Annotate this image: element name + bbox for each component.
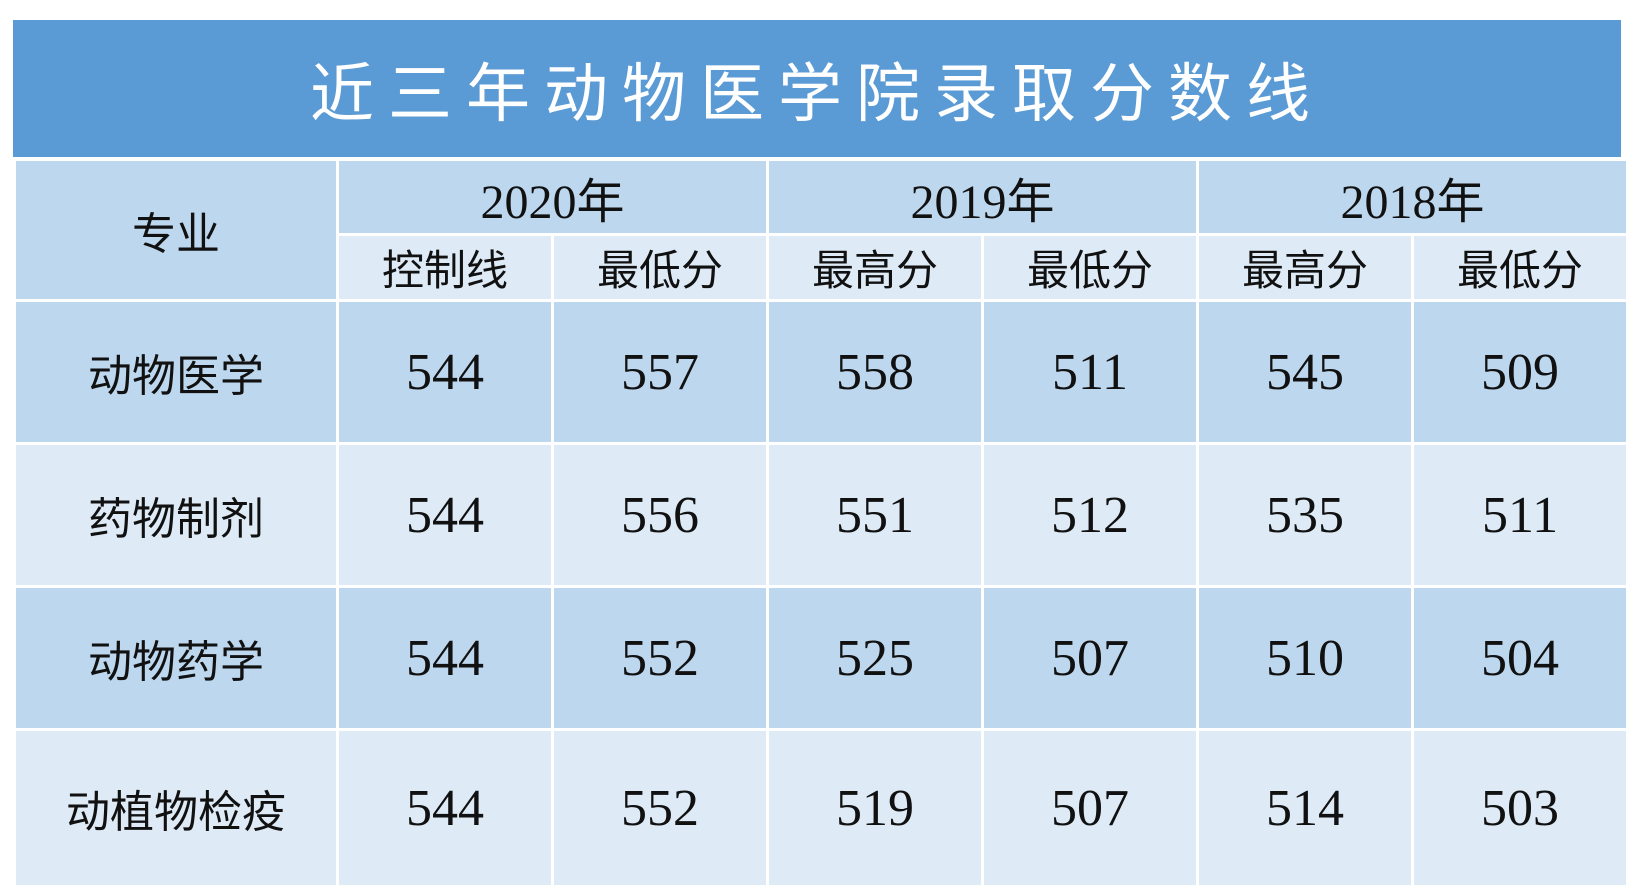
header-year-2019: 2019年 <box>769 161 1197 233</box>
score-cell: 544 <box>339 302 551 442</box>
page-title: 近三年动物医学院录取分数线 <box>310 58 1324 130</box>
score-cell: 552 <box>554 731 767 885</box>
header-min-score-2019: 最低分 <box>984 236 1197 299</box>
header-year-2018: 2018年 <box>1199 161 1627 233</box>
score-cell: 510 <box>1199 588 1412 728</box>
score-cell: 511 <box>1414 445 1627 585</box>
major-name: 药物制剂 <box>16 445 336 585</box>
score-cell: 544 <box>339 731 551 885</box>
score-cell: 509 <box>1414 302 1627 442</box>
score-cell: 544 <box>339 445 551 585</box>
header-major: 专业 <box>16 161 336 299</box>
table-row: 动物药学 544 552 525 507 510 504 <box>16 588 1627 728</box>
score-cell: 558 <box>769 302 982 442</box>
header-year-2020: 2020年 <box>339 161 767 233</box>
score-cell: 545 <box>1199 302 1412 442</box>
header-max-score-2018: 最高分 <box>1199 236 1412 299</box>
header-min-score-2018: 最低分 <box>1414 236 1627 299</box>
major-name: 动植物检疫 <box>16 731 336 885</box>
score-cell: 551 <box>769 445 982 585</box>
header-min-score-2020: 最低分 <box>554 236 767 299</box>
title-banner: 近三年动物医学院录取分数线 <box>13 20 1621 157</box>
score-cell: 514 <box>1199 731 1412 885</box>
score-cell: 544 <box>339 588 551 728</box>
score-cell: 507 <box>984 588 1197 728</box>
score-cell: 507 <box>984 731 1197 885</box>
table-row: 动物医学 544 557 558 511 545 509 <box>16 302 1627 442</box>
score-cell: 519 <box>769 731 982 885</box>
score-cell: 552 <box>554 588 767 728</box>
score-cell: 504 <box>1414 588 1627 728</box>
header-control-line: 控制线 <box>339 236 551 299</box>
header-max-score-2019: 最高分 <box>769 236 982 299</box>
score-cell: 556 <box>554 445 767 585</box>
score-cell: 511 <box>984 302 1197 442</box>
table-row: 动植物检疫 544 552 519 507 514 503 <box>16 731 1627 885</box>
score-cell: 512 <box>984 445 1197 585</box>
score-cell: 525 <box>769 588 982 728</box>
score-cell: 557 <box>554 302 767 442</box>
score-cell: 535 <box>1199 445 1412 585</box>
sub-header-row: 控制线 最低分 最高分 最低分 最高分 最低分 <box>16 236 1627 299</box>
year-header-row: 专业 2020年 2019年 2018年 <box>16 161 1627 299</box>
major-name: 动物药学 <box>16 588 336 728</box>
major-name: 动物医学 <box>16 302 336 442</box>
admission-scores-table: 专业 2020年 2019年 2018年 控制线 最低分 最高分 最低分 最高分… <box>13 158 1629 888</box>
table-row: 药物制剂 544 556 551 512 535 511 <box>16 445 1627 585</box>
score-cell: 503 <box>1414 731 1627 885</box>
